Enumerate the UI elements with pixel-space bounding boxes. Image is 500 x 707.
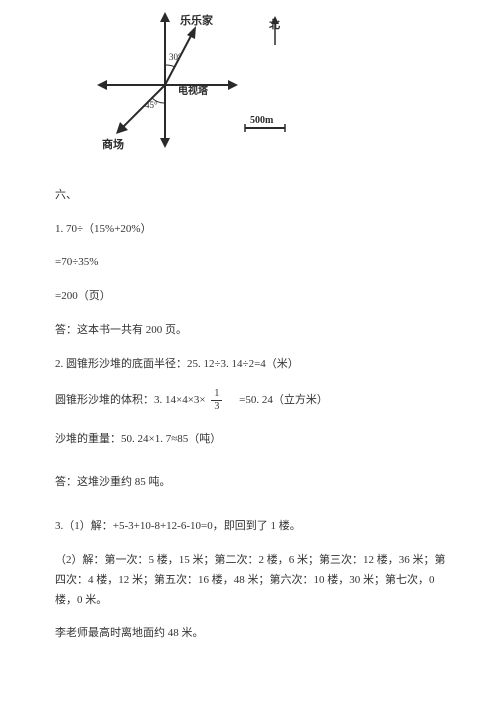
- label-north: 北: [269, 17, 280, 31]
- problem3-conclusion: 李老师最高时离地面约 48 米。: [55, 624, 450, 644]
- problem2-line2: 圆锥形沙堆的体积：3. 14×4×3× 1 3 =50. 24（立方米）: [55, 389, 450, 412]
- section-header: 六、: [55, 186, 450, 206]
- fraction-denominator: 3: [211, 401, 222, 412]
- label-mall: 商场: [102, 137, 124, 151]
- label-angle30: 30°: [169, 52, 182, 62]
- fraction-numerator: 1: [211, 389, 222, 401]
- problem2-answer: 答：这堆沙重约 85 吨。: [55, 473, 450, 493]
- label-tv-tower: 电视塔: [178, 84, 209, 97]
- problem1-answer: 答：这本书一共有 200 页。: [55, 321, 450, 341]
- fraction-one-third: 1 3: [211, 389, 222, 412]
- problem1-line2: =70÷35%: [55, 253, 450, 273]
- label-lele-home: 乐乐家: [180, 13, 214, 27]
- label-scale: 500m: [250, 115, 274, 126]
- compass-diagram: 乐乐家 北 30° 电视塔 45° 500m 商场: [90, 10, 300, 160]
- problem2-line2-b: =50. 24（立方米）: [228, 394, 328, 406]
- problem2-line2-a: 圆锥形沙堆的体积：3. 14×4×3×: [55, 394, 206, 406]
- problem1-line3: =200（页）: [55, 287, 450, 307]
- problem3-part2: （2）解：第一次：5 楼，15 米；第二次：2 楼，6 米；第三次：12 楼，3…: [55, 551, 450, 610]
- problem1-line1: 1. 70÷（15%+20%）: [55, 220, 450, 240]
- diagram-container: 乐乐家 北 30° 电视塔 45° 500m 商场: [90, 10, 450, 168]
- label-angle45: 45°: [145, 100, 158, 110]
- problem2-line3: 沙堆的重量：50. 24×1. 7≈85（吨）: [55, 430, 450, 450]
- problem3-part1: 3.（1）解：+5-3+10-8+12-6-10=0，即回到了 1 楼。: [55, 517, 450, 537]
- problem2-line1: 2. 圆锥形沙堆的底面半径：25. 12÷3. 14÷2=4（米）: [55, 355, 450, 375]
